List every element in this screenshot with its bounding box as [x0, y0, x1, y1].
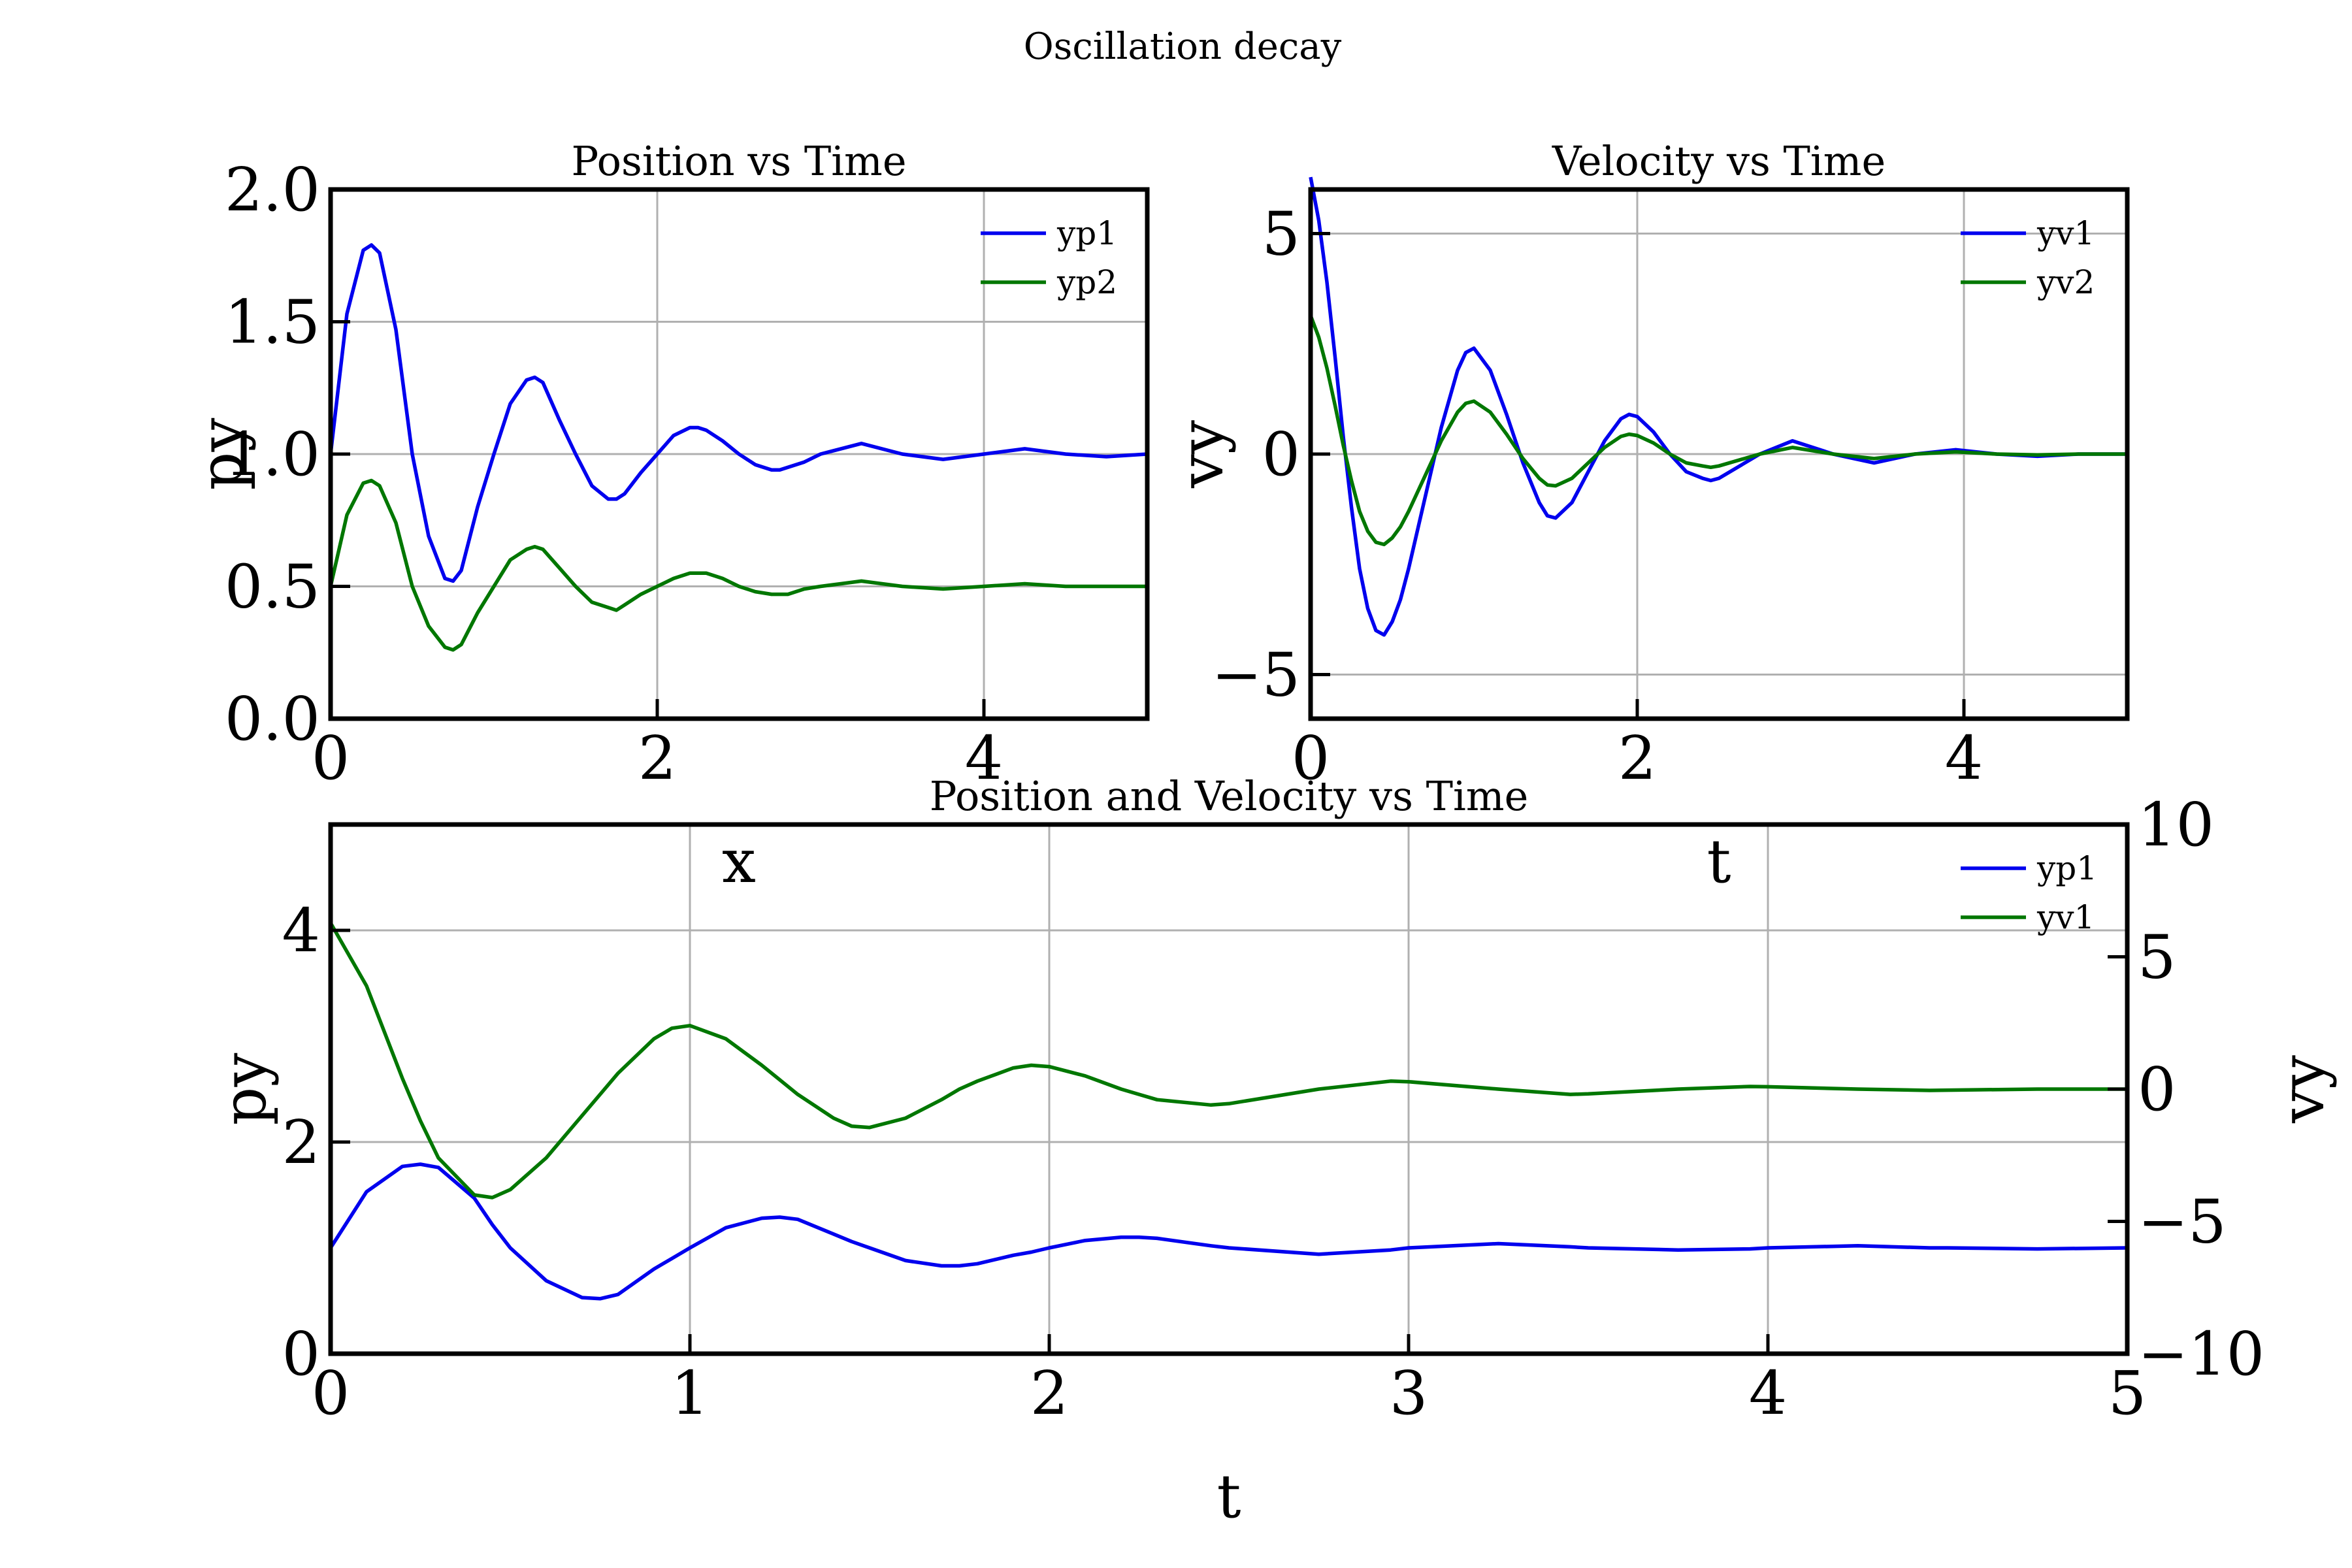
series-line-yp2 — [329, 478, 1147, 652]
x-axis-label: t — [1707, 826, 1731, 896]
chart-title: Position vs Time — [571, 137, 906, 185]
y-tick-label: 1.5 — [225, 287, 320, 357]
x-tick-label: 4 — [1749, 1358, 1788, 1428]
series-line-yp1 — [329, 243, 1148, 583]
chart-velocity-vs-time: 0 2 4 −5 0 5 Velocity vs Time t vy yv1 yv2 — [1167, 137, 2130, 896]
x-tick-label: 0 — [312, 723, 350, 793]
figure-title: Oscillation decay — [1024, 25, 1342, 68]
y-right-tick-label: 0 — [2138, 1054, 2176, 1124]
legend-label: yv2 — [2036, 263, 2095, 301]
series-line-yv1 — [1309, 176, 2127, 637]
y-tick-label: 5 — [1262, 199, 1300, 269]
y-tick-label: 4 — [282, 896, 320, 966]
y-right-axis-label: vy — [2268, 1055, 2338, 1124]
chart-title: Velocity vs Time — [1552, 137, 1886, 185]
x-tick-label: 3 — [1390, 1358, 1428, 1428]
legend-label: yv1 — [2036, 898, 2095, 936]
y-tick-label: 2.0 — [225, 155, 320, 225]
y-axis-label: vy — [1167, 420, 1237, 489]
series-line-yp1 — [329, 1162, 2128, 1301]
y-tick-label: 2 — [282, 1107, 320, 1177]
y-axis-label: py — [187, 418, 257, 491]
legend-label: yp2 — [1056, 263, 1117, 301]
y-tick-label: 1.0 — [225, 419, 320, 489]
legend-label: yv1 — [2036, 214, 2095, 252]
x-tick-label: 0 — [312, 1358, 350, 1428]
y-right-tick-label: 10 — [2138, 790, 2214, 860]
series-line-yv2 — [1309, 315, 2127, 547]
legend-label: yp1 — [2036, 849, 2097, 887]
x-tick-label: 1 — [671, 1358, 710, 1428]
y-axis-label: py — [210, 1053, 280, 1126]
x-tick-label: 2 — [1030, 1358, 1069, 1428]
x-tick-label: 5 — [2108, 1358, 2147, 1428]
x-tick-label: 0 — [1292, 723, 1330, 793]
chart-position-and-velocity-vs-time: 0 1 2 3 4 5 0 2 4 −10 −5 0 5 10 Position and Velocity … — [210, 772, 2338, 1531]
x-axis-label: x — [722, 826, 756, 896]
series-line-yv1 — [329, 922, 2127, 1200]
chart-position-vs-time: 0 2 4 0.0 0.5 1.0 1.5 2.0 Position vs Time x py yp1… — [187, 137, 1150, 896]
y-right-tick-label: −10 — [2138, 1319, 2264, 1389]
y-right-tick-label: −5 — [2138, 1187, 2227, 1257]
y-tick-label: 0.0 — [225, 684, 320, 754]
x-tick-label: 4 — [965, 723, 1004, 793]
y-tick-label: 0 — [282, 1319, 320, 1389]
y-tick-label: 0.5 — [225, 552, 320, 622]
x-axis-label: t — [1217, 1462, 1241, 1531]
y-tick-label: −5 — [1211, 640, 1300, 710]
x-tick-label: 2 — [1618, 723, 1657, 793]
chart-title: Position and Velocity vs Time — [930, 772, 1529, 820]
y-tick-label: 0 — [1262, 419, 1300, 489]
y-right-tick-label: 5 — [2138, 923, 2176, 992]
legend-label: yp1 — [1056, 214, 1117, 252]
x-tick-label: 2 — [638, 723, 677, 793]
x-tick-label: 4 — [1945, 723, 1984, 793]
